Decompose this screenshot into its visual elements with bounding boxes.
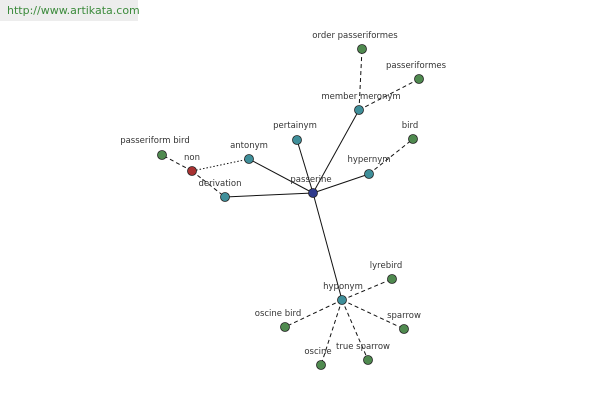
- node: [357, 44, 367, 54]
- node: [363, 355, 373, 365]
- edge: [368, 138, 414, 175]
- node-label: bird: [402, 121, 419, 131]
- node-label: derivation: [198, 179, 241, 189]
- node: [308, 188, 318, 198]
- node-label: hyponym: [323, 282, 363, 292]
- node: [364, 169, 374, 179]
- node-label: member meronym: [321, 92, 400, 102]
- site-url[interactable]: http://www.artikata.com: [0, 0, 140, 21]
- node-label: pertainym: [273, 121, 317, 131]
- node-label: sparrow: [387, 311, 421, 321]
- edge: [161, 154, 193, 172]
- node: [220, 192, 230, 202]
- node: [337, 295, 347, 305]
- node-label: true sparrow: [336, 342, 390, 352]
- edge: [191, 158, 250, 172]
- node-label: antonym: [230, 141, 268, 151]
- node: [387, 274, 397, 284]
- node-label: oscine bird: [255, 309, 301, 319]
- edge: [312, 173, 370, 194]
- edge: [341, 278, 393, 301]
- edge: [248, 158, 314, 194]
- edge: [224, 192, 314, 198]
- node-label: passeriformes: [386, 61, 447, 71]
- node: [408, 134, 418, 144]
- edge: [358, 48, 363, 111]
- node: [157, 150, 167, 160]
- node-label: hypernym: [347, 155, 390, 165]
- node: [399, 324, 409, 334]
- node: [316, 360, 326, 370]
- node-label: non: [184, 153, 200, 163]
- node: [414, 74, 424, 84]
- node-label: passerine: [290, 175, 331, 185]
- edge: [284, 299, 343, 328]
- edge: [296, 139, 314, 194]
- node-label: lyrebird: [370, 261, 402, 271]
- edge: [191, 170, 226, 198]
- node: [292, 135, 302, 145]
- node-label: oscine: [304, 347, 331, 357]
- node-label: passeriform bird: [120, 136, 190, 146]
- edge: [341, 299, 405, 330]
- node: [280, 322, 290, 332]
- edge: [341, 299, 369, 361]
- node: [244, 154, 254, 164]
- edge: [320, 299, 343, 366]
- edge: [358, 78, 420, 111]
- node: [187, 166, 197, 176]
- node-label: order passeriformes: [312, 31, 398, 41]
- edge: [312, 192, 343, 301]
- node: [354, 105, 364, 115]
- edge: [312, 109, 360, 194]
